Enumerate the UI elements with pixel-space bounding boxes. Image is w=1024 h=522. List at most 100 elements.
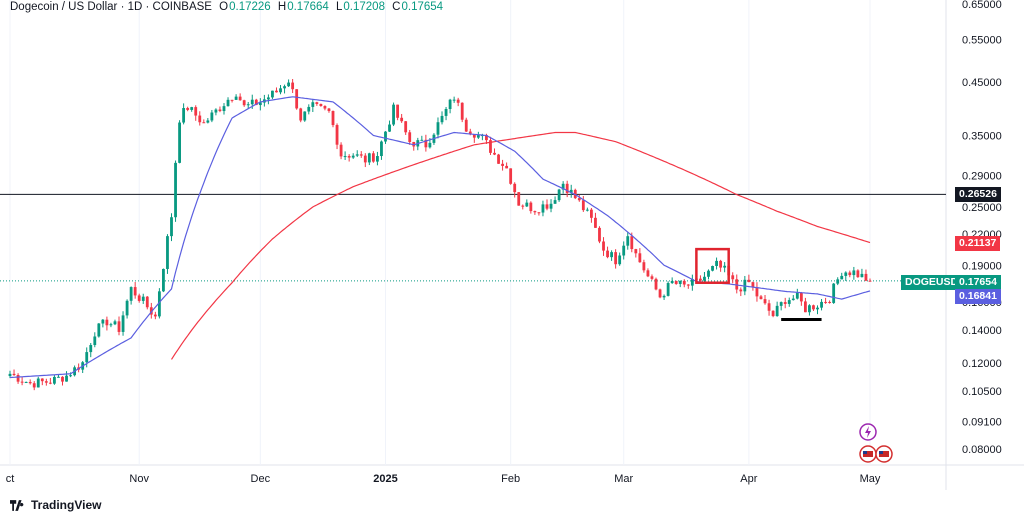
flag-event-icon[interactable] xyxy=(875,445,893,463)
symbol-title[interactable]: Dogecoin / US Dollar · 1D · COINBASE xyxy=(10,1,212,13)
candle-body xyxy=(545,204,549,209)
candle xyxy=(331,110,335,128)
candle-body xyxy=(658,289,662,298)
candle xyxy=(266,94,270,105)
candle xyxy=(214,108,218,116)
y-tick-label: 0.19000 xyxy=(962,260,1002,272)
y-tick-label: 0.09100 xyxy=(962,417,1002,429)
candle xyxy=(767,299,771,316)
candle xyxy=(638,248,642,263)
candle-body xyxy=(674,281,678,284)
candle-body xyxy=(828,301,832,303)
candle-body xyxy=(670,281,674,284)
candle xyxy=(678,280,682,288)
candle xyxy=(311,99,315,112)
candle-body xyxy=(113,321,117,325)
candle xyxy=(246,101,250,109)
candle xyxy=(860,268,864,278)
ma-slow-price-tag: 0.21137 xyxy=(955,236,1001,251)
flag-event-icon[interactable] xyxy=(859,445,877,463)
candle xyxy=(371,151,375,163)
candle xyxy=(125,299,129,319)
candle-body xyxy=(258,102,262,106)
candle xyxy=(384,131,387,144)
candle xyxy=(343,151,347,161)
candle xyxy=(291,78,295,93)
candle-body xyxy=(602,241,605,251)
candle xyxy=(456,97,460,107)
candle-body xyxy=(630,236,634,250)
candle-body xyxy=(606,250,609,258)
candle xyxy=(537,212,541,216)
horizontal-level-line[interactable] xyxy=(0,193,946,282)
y-tick-label: 0.35000 xyxy=(962,130,1002,142)
candle-body xyxy=(783,302,787,304)
candle-body xyxy=(363,155,367,163)
candle xyxy=(634,248,638,258)
candle-body xyxy=(824,301,827,303)
candle xyxy=(178,120,181,164)
flag-icon-canton xyxy=(879,451,883,454)
candle xyxy=(755,282,759,302)
candle-body xyxy=(690,279,694,286)
candle xyxy=(719,259,723,272)
y-tick-label: 0.45000 xyxy=(962,77,1002,89)
candle-body xyxy=(125,300,129,316)
y-tick-label: 0.08000 xyxy=(962,444,1002,456)
candle-body xyxy=(420,139,424,141)
tradingview-logo-icon xyxy=(10,499,24,511)
candle-body xyxy=(93,336,97,346)
candle-body xyxy=(711,265,714,271)
candle-body xyxy=(731,275,735,280)
candle xyxy=(36,376,40,388)
candle-body xyxy=(335,125,339,145)
candle-body xyxy=(149,307,153,315)
candle-body xyxy=(513,183,517,193)
candle xyxy=(808,304,811,316)
candle xyxy=(783,297,787,309)
y-tick-label: 0.65000 xyxy=(962,0,1002,11)
candle xyxy=(844,271,848,281)
candle-body xyxy=(553,200,557,204)
candle-body xyxy=(392,104,395,125)
last-price-tag: 0.17654 xyxy=(955,275,1001,290)
candle xyxy=(505,162,509,169)
candle-body xyxy=(489,140,492,153)
candle xyxy=(440,111,444,125)
candle xyxy=(20,376,24,386)
candle-body xyxy=(89,345,93,353)
candle-body xyxy=(194,107,198,116)
candle xyxy=(97,323,101,338)
tradingview-brand[interactable]: TradingView xyxy=(10,498,101,512)
candle-body xyxy=(351,155,355,158)
candle xyxy=(549,199,553,213)
annotations xyxy=(695,247,822,321)
candle-body xyxy=(739,289,743,292)
candle xyxy=(376,151,379,166)
candle-body xyxy=(686,284,690,286)
candle xyxy=(489,136,492,155)
open-value: 0.17226 xyxy=(229,1,271,13)
candle-body xyxy=(40,378,44,382)
candle-body xyxy=(537,212,541,214)
candle xyxy=(840,272,844,280)
candle xyxy=(795,288,799,300)
candle-body xyxy=(791,298,795,301)
candle-body xyxy=(400,117,404,122)
brand-label: TradingView xyxy=(31,498,102,512)
event-icons[interactable] xyxy=(859,423,893,463)
candle xyxy=(28,379,32,385)
candle xyxy=(327,107,331,113)
candle-body xyxy=(836,279,840,284)
candle-body xyxy=(501,163,504,166)
candle xyxy=(53,374,56,385)
candle-body xyxy=(145,296,149,308)
y-tick-label: 0.29000 xyxy=(962,170,1002,182)
candle xyxy=(569,184,573,198)
candle xyxy=(396,104,400,121)
candle-body xyxy=(614,252,618,265)
candle xyxy=(218,106,222,113)
candle xyxy=(166,234,169,274)
x-tick-label: 2025 xyxy=(373,473,397,485)
